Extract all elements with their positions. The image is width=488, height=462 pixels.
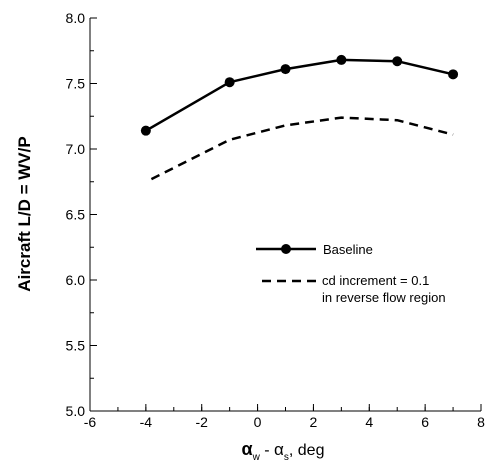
y-tick-label: 5.0 — [66, 403, 86, 419]
x-tick-label: 2 — [310, 414, 318, 430]
axis-ticks: 5.0 5.5 6.0 6.5 7.0 7.5 8.0 -6 -4 -2 0 2 4 6 8 — [66, 10, 486, 430]
y-axis-title: Aircraft L/D = WV/P — [15, 136, 34, 291]
y-tick-label: 6.0 — [66, 272, 86, 288]
data-point-baseline — [448, 69, 459, 80]
series-layer — [140, 54, 459, 181]
data-point-baseline — [336, 54, 347, 65]
data-point-baseline — [280, 64, 291, 75]
x-tick-label: 0 — [254, 414, 262, 430]
axes — [89, 18, 481, 412]
x-axis-title-sub-s: s — [284, 452, 289, 462]
x-axis-title-alpha-w: α — [242, 439, 253, 459]
data-point-baseline — [224, 77, 235, 88]
x-axis-title-dash: - — [260, 442, 274, 459]
x-axis-title: αw - αs, deg — [242, 439, 325, 462]
data-point-baseline — [392, 56, 403, 67]
x-tick-label: -4 — [140, 414, 153, 430]
y-tick-label: 7.5 — [66, 76, 86, 92]
data-point-baseline — [140, 125, 151, 136]
x-tick-label: 4 — [365, 414, 373, 430]
x-axis-title-alpha-s: α — [274, 440, 284, 459]
y-tick-label: 5.5 — [66, 338, 86, 354]
x-tick-label: 8 — [477, 414, 485, 430]
series-line-baseline — [145, 58, 454, 132]
y-tick-label: 6.5 — [66, 207, 86, 223]
y-tick-label: 7.0 — [66, 141, 86, 157]
legend-label-cd-increment-line2: in reverse flow region — [322, 290, 446, 305]
legend: Baseline cd increment = 0.1 in reverse f… — [256, 242, 446, 305]
legend-label-cd-increment: cd increment = 0.1 — [322, 273, 429, 288]
y-tick-label: 8.0 — [66, 10, 86, 26]
legend-label-baseline: Baseline — [323, 242, 373, 257]
x-tick-label: -6 — [84, 414, 97, 430]
x-axis-title-unit: , deg — [289, 442, 325, 459]
series-line-cd-increment — [150, 116, 454, 181]
x-tick-label: -2 — [195, 414, 208, 430]
x-tick-label: 6 — [421, 414, 429, 430]
x-axis-title-sub-w: w — [252, 452, 261, 462]
legend-marker-baseline — [281, 244, 291, 254]
